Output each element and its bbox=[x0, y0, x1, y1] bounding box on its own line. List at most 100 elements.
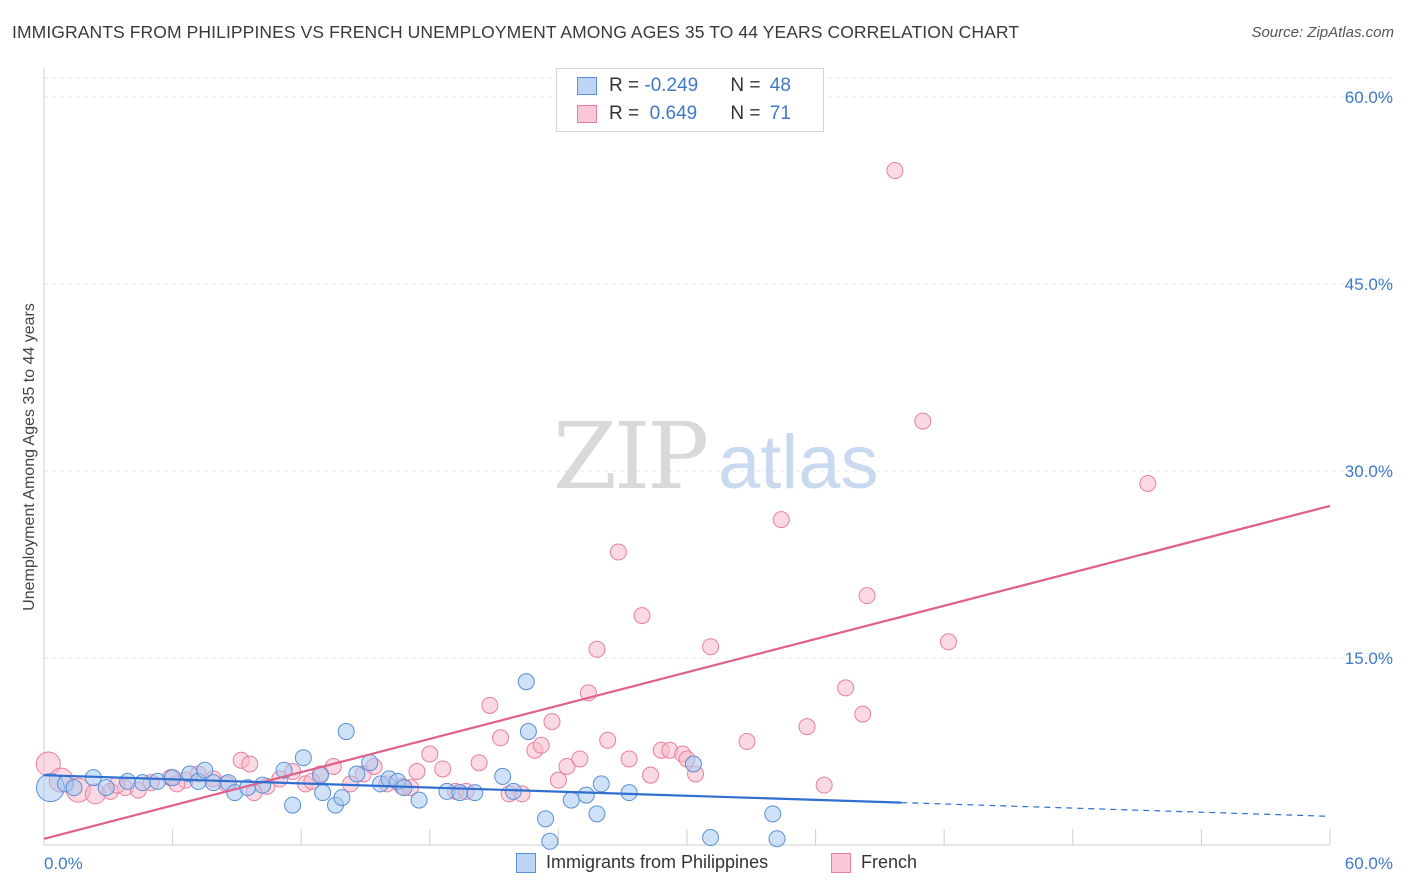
philippines-point bbox=[451, 784, 469, 802]
french-point bbox=[558, 757, 576, 775]
blue-swatch bbox=[516, 852, 536, 873]
french-point bbox=[702, 638, 720, 656]
french-point bbox=[599, 731, 617, 749]
r-value: -0.249 bbox=[644, 75, 699, 96]
french-point bbox=[939, 633, 957, 651]
french-point bbox=[532, 736, 550, 754]
tick-labels: 15.0% 30.0% 45.0% 60.0% 0.0% 60.0% bbox=[44, 88, 1393, 873]
legend-item-french[interactable]: French bbox=[831, 852, 917, 873]
legend-row-french: R = 0.649 N = 71 bbox=[577, 101, 791, 127]
philippines-trend-projection bbox=[901, 802, 1331, 817]
philippines-point bbox=[702, 829, 720, 847]
philippines-point bbox=[275, 761, 293, 779]
philippines-point bbox=[764, 805, 782, 823]
french-point bbox=[571, 750, 589, 768]
correlation-legend: R = -0.249 N = 48 R = 0.649 N = 71 bbox=[556, 68, 824, 132]
n-value: 48 bbox=[769, 75, 791, 96]
french-point bbox=[481, 696, 499, 714]
watermark: ZIP atlas bbox=[553, 403, 879, 510]
y-tick-label: 45.0% bbox=[1345, 275, 1393, 294]
french-point bbox=[543, 713, 561, 731]
philippines-point bbox=[149, 772, 167, 790]
philippines-point bbox=[294, 749, 312, 767]
blue-swatch bbox=[577, 77, 597, 95]
n-value: 71 bbox=[769, 103, 791, 124]
x-tick-label: 0.0% bbox=[44, 854, 83, 873]
y-axis-title: Unemployment Among Ages 35 to 44 years bbox=[21, 303, 38, 611]
axes bbox=[43, 68, 1331, 846]
french-point bbox=[642, 766, 660, 784]
watermark-zip: ZIP bbox=[553, 403, 706, 510]
legend-row-philippines: R = -0.249 N = 48 bbox=[577, 73, 791, 99]
philippines-point bbox=[119, 772, 137, 790]
philippines-point bbox=[541, 832, 559, 850]
french-point bbox=[858, 587, 876, 605]
philippines-point bbox=[519, 723, 537, 741]
y-tick-label: 30.0% bbox=[1345, 462, 1393, 481]
philippines-point bbox=[196, 761, 214, 779]
french-point bbox=[549, 771, 567, 789]
french-point bbox=[886, 162, 904, 180]
philippines-point bbox=[537, 810, 555, 828]
french-point bbox=[738, 733, 756, 751]
pink-swatch bbox=[577, 105, 597, 123]
trend-lines bbox=[43, 504, 1331, 840]
philippines-point bbox=[410, 791, 428, 809]
legend-item-philippines[interactable]: Immigrants from Philippines bbox=[516, 852, 768, 873]
pink-swatch bbox=[831, 852, 851, 873]
philippines-point bbox=[333, 789, 351, 807]
series-legend: Immigrants from Philippines French bbox=[0, 852, 1406, 878]
philippines-point bbox=[361, 754, 379, 772]
philippines-point bbox=[65, 779, 83, 797]
french-point bbox=[421, 745, 439, 763]
philippines-point bbox=[577, 786, 595, 804]
chart-title: IMMIGRANTS FROM PHILIPPINES VS FRENCH UN… bbox=[12, 22, 1020, 42]
legend-label: French bbox=[861, 852, 918, 872]
philippines-point bbox=[97, 779, 115, 797]
french-point bbox=[633, 607, 651, 625]
philippines-trend-line bbox=[43, 774, 902, 804]
grid-lines bbox=[44, 77, 1392, 659]
philippines-point bbox=[348, 765, 366, 783]
philippines-point bbox=[494, 767, 512, 785]
source-label: Source: ZipAtlas.com bbox=[1251, 24, 1394, 41]
french-point bbox=[815, 776, 833, 794]
philippines-point bbox=[684, 755, 702, 773]
french-point bbox=[914, 412, 932, 430]
r-label: R = bbox=[609, 103, 645, 124]
french-point bbox=[434, 760, 452, 778]
french-point bbox=[798, 718, 816, 736]
philippines-point bbox=[204, 774, 222, 792]
philippines-point bbox=[588, 805, 606, 823]
french-point bbox=[854, 705, 872, 723]
philippines-point bbox=[254, 776, 272, 794]
philippines-points bbox=[35, 673, 786, 850]
r-value: 0.649 bbox=[644, 103, 698, 124]
philippines-point bbox=[517, 673, 535, 691]
french-point bbox=[609, 543, 627, 561]
french-point bbox=[408, 762, 426, 780]
legend-label: Immigrants from Philippines bbox=[546, 852, 769, 872]
r-label: R = bbox=[609, 75, 645, 96]
french-point bbox=[772, 511, 790, 529]
french-point bbox=[1139, 474, 1157, 492]
french-point bbox=[620, 750, 638, 768]
philippines-point bbox=[284, 796, 302, 814]
french-point bbox=[492, 729, 510, 747]
watermark-atlas: atlas bbox=[718, 420, 879, 505]
y-tick-label: 15.0% bbox=[1345, 649, 1393, 668]
philippines-point bbox=[164, 769, 182, 787]
french-trend-line bbox=[43, 504, 1331, 840]
philippines-point bbox=[768, 830, 786, 848]
french-point bbox=[588, 640, 606, 658]
philippines-point bbox=[314, 784, 332, 802]
n-label: N = bbox=[730, 103, 766, 124]
french-point bbox=[470, 754, 488, 772]
y-tick-label: 60.0% bbox=[1345, 88, 1393, 107]
french-point bbox=[241, 755, 259, 773]
philippines-point bbox=[466, 784, 484, 802]
french-point bbox=[837, 679, 855, 697]
philippines-point bbox=[592, 775, 610, 793]
n-label: N = bbox=[730, 75, 766, 96]
